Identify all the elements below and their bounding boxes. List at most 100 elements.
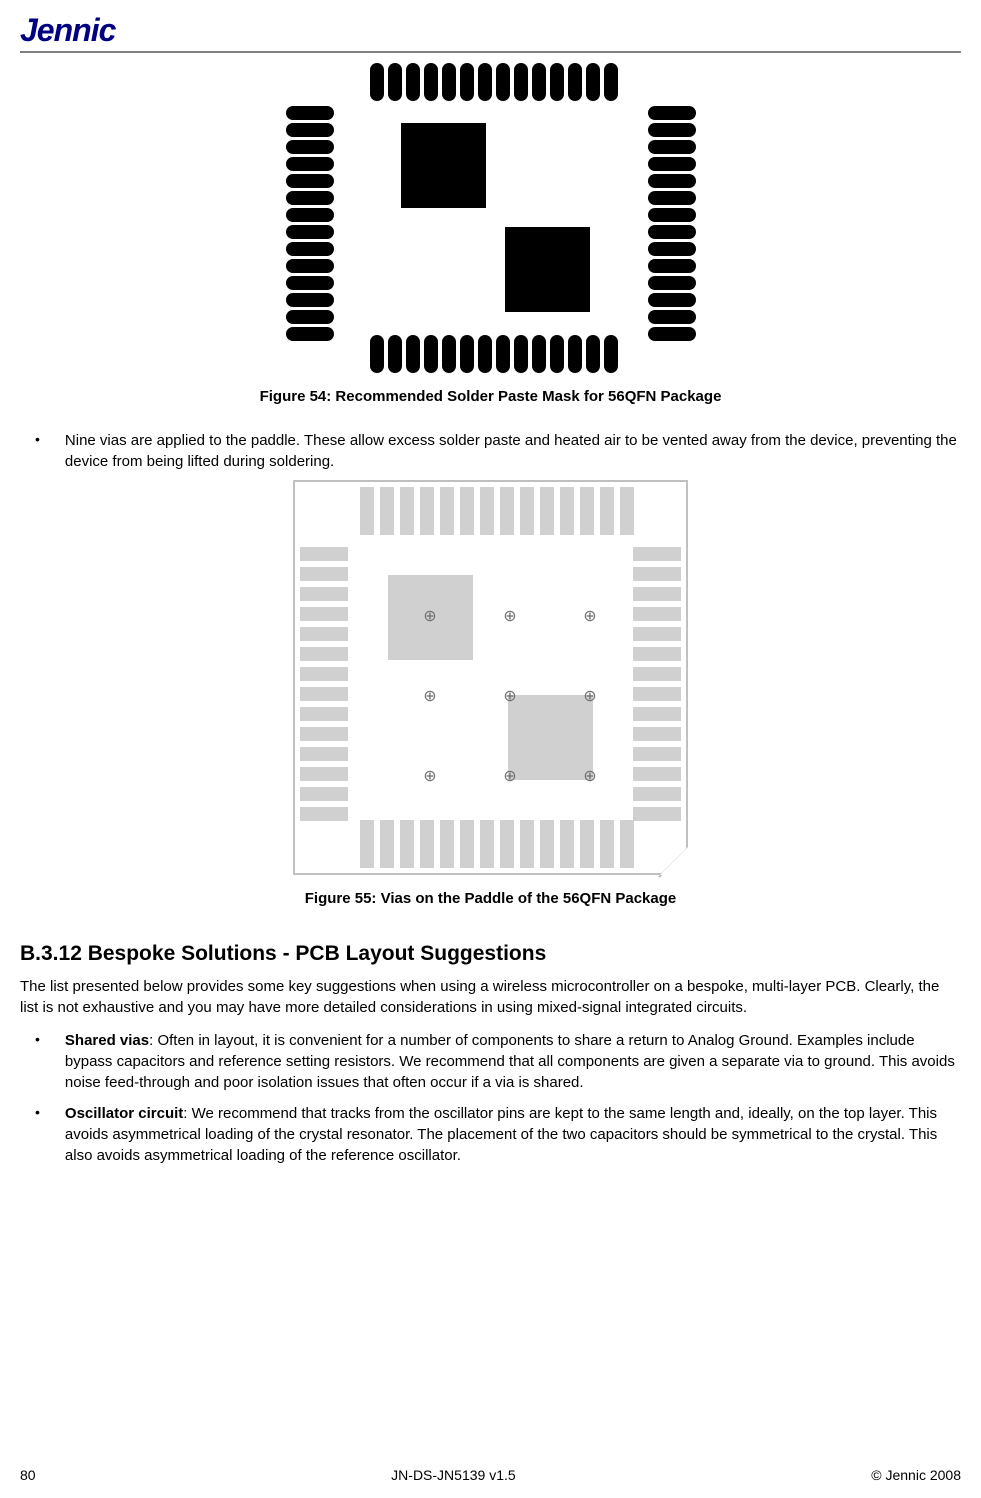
solder-pin-left: [286, 123, 334, 137]
via-pin-top: [420, 487, 434, 535]
via-pin-top: [600, 487, 614, 535]
solder-pin-right: [648, 174, 696, 188]
bullet-text: Nine vias are applied to the paddle. The…: [65, 430, 961, 472]
solder-pin-bottom: [568, 335, 582, 373]
via-pin-right: [633, 767, 681, 781]
solder-pin-right: [648, 157, 696, 171]
solder-pin-right: [648, 310, 696, 324]
via-pin-bottom: [480, 820, 494, 868]
via-pin-left: [300, 587, 348, 601]
solder-pin-left: [286, 310, 334, 324]
solder-pin-left: [286, 208, 334, 222]
via-pin-left: [300, 747, 348, 761]
solder-pin-bottom: [496, 335, 510, 373]
via-pin-left: [300, 567, 348, 581]
via-mark: [502, 689, 518, 705]
figure-54: Figure 54: Recommended Solder Paste Mask…: [20, 63, 961, 405]
solder-pin-right: [648, 106, 696, 120]
solder-pin-top: [568, 63, 582, 101]
corner-notch: [660, 847, 688, 875]
solder-pin-top: [586, 63, 600, 101]
via-pin-bottom: [440, 820, 454, 868]
figure-54-caption: Figure 54: Recommended Solder Paste Mask…: [20, 388, 961, 405]
qfn-vias-diagram: [293, 480, 688, 875]
solder-pin-top: [460, 63, 474, 101]
solder-pin-bottom: [460, 335, 474, 373]
section-intro: The list presented below provides some k…: [20, 976, 961, 1018]
via-pin-right: [633, 667, 681, 681]
figure-55: Figure 55: Vias on the Paddle of the 56Q…: [20, 480, 961, 907]
solder-pin-right: [648, 123, 696, 137]
via-pin-top: [480, 487, 494, 535]
via-pin-left: [300, 687, 348, 701]
page-footer: 80 JN-DS-JN5139 v1.5 © Jennic 2008: [20, 1467, 961, 1483]
via-pin-top: [440, 487, 454, 535]
section-bullet: •Oscillator circuit: We recommend that t…: [35, 1103, 961, 1166]
via-pin-left: [300, 707, 348, 721]
via-pin-right: [633, 687, 681, 701]
solder-pin-bottom: [370, 335, 384, 373]
solder-pin-top: [604, 63, 618, 101]
solder-pin-top: [496, 63, 510, 101]
via-pin-right: [633, 787, 681, 801]
solder-pin-left: [286, 293, 334, 307]
solder-pin-left: [286, 327, 334, 341]
solder-pin-right: [648, 327, 696, 341]
via-mark: [422, 609, 438, 625]
via-pad-2: [508, 695, 593, 780]
solder-pin-left: [286, 259, 334, 273]
via-pin-bottom: [560, 820, 574, 868]
solder-pin-top: [406, 63, 420, 101]
via-pin-right: [633, 707, 681, 721]
solder-pin-left: [286, 140, 334, 154]
via-pin-bottom: [580, 820, 594, 868]
solder-pin-right: [648, 140, 696, 154]
via-pin-left: [300, 627, 348, 641]
solder-pin-left: [286, 106, 334, 120]
solder-pin-bottom: [388, 335, 402, 373]
via-pin-top: [520, 487, 534, 535]
section-bullet: •Shared vias: Often in layout, it is con…: [35, 1030, 961, 1093]
bullet-marker: •: [35, 430, 40, 472]
via-pin-bottom: [620, 820, 634, 868]
via-pin-left: [300, 667, 348, 681]
via-pin-right: [633, 627, 681, 641]
bullet-label: Shared vias: [65, 1032, 149, 1049]
footer-docid: JN-DS-JN5139 v1.5: [391, 1467, 516, 1483]
via-mark: [582, 769, 598, 785]
solder-pin-left: [286, 174, 334, 188]
bullet-text: Oscillator circuit: We recommend that tr…: [65, 1103, 961, 1166]
via-pin-right: [633, 647, 681, 661]
via-pin-left: [300, 767, 348, 781]
solder-pin-top: [514, 63, 528, 101]
solder-pad-2: [505, 227, 590, 312]
solder-pin-right: [648, 276, 696, 290]
solder-pin-bottom: [406, 335, 420, 373]
via-pin-bottom: [400, 820, 414, 868]
via-pin-left: [300, 547, 348, 561]
qfn-solder-diagram: [286, 63, 696, 373]
via-pin-bottom: [520, 820, 534, 868]
via-mark: [582, 609, 598, 625]
solder-pad-1: [401, 123, 486, 208]
via-pin-left: [300, 647, 348, 661]
via-pin-bottom: [420, 820, 434, 868]
solder-pin-bottom: [604, 335, 618, 373]
via-pin-right: [633, 807, 681, 821]
via-pin-top: [560, 487, 574, 535]
via-pin-bottom: [360, 820, 374, 868]
solder-pin-bottom: [442, 335, 456, 373]
via-mark: [422, 689, 438, 705]
via-pin-top: [360, 487, 374, 535]
via-pin-left: [300, 807, 348, 821]
solder-pin-bottom: [550, 335, 564, 373]
solder-pin-left: [286, 157, 334, 171]
solder-pin-left: [286, 225, 334, 239]
solder-pin-top: [532, 63, 546, 101]
solder-pin-top: [442, 63, 456, 101]
solder-pin-top: [370, 63, 384, 101]
solder-pin-left: [286, 276, 334, 290]
solder-pin-right: [648, 293, 696, 307]
via-pin-top: [620, 487, 634, 535]
solder-pin-right: [648, 225, 696, 239]
